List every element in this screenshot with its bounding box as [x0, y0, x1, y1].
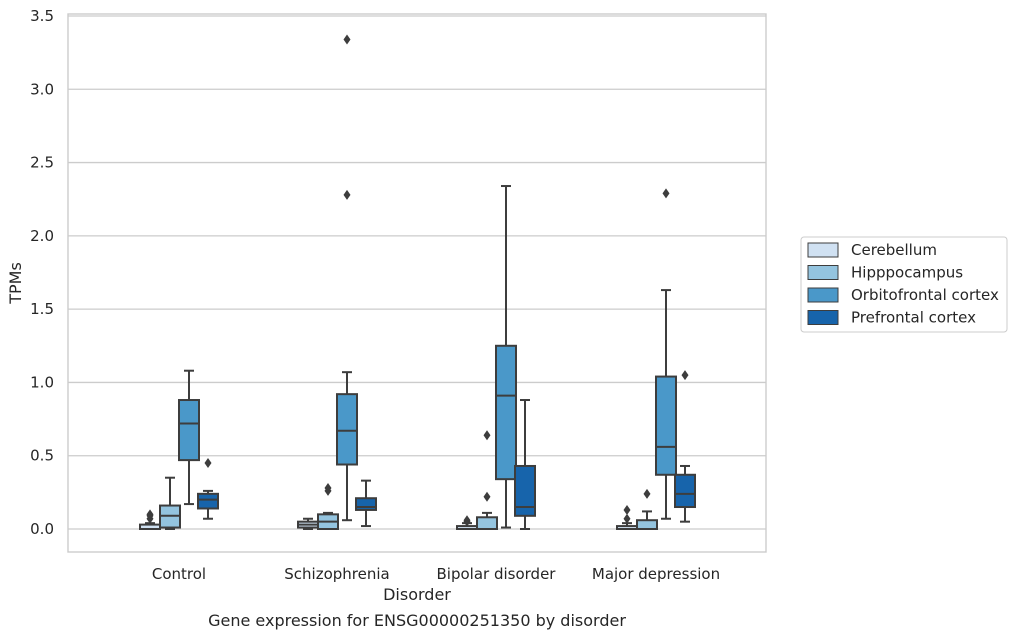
- box-iqr: [197, 492, 219, 510]
- outlier-point: [643, 488, 651, 499]
- box-iqr: [514, 464, 536, 517]
- box-plot: [336, 34, 358, 522]
- y-tick-label: 3.0: [30, 80, 54, 98]
- outlier-point: [623, 513, 631, 524]
- legend: Cerebellum Hipppocampus Orbitofrontal cort…: [800, 236, 1008, 333]
- box-plot: [159, 476, 181, 530]
- outlier-point: [324, 482, 332, 493]
- legend-frame: [800, 236, 1008, 333]
- x-tick-label: Major depression: [592, 565, 720, 583]
- box-iqr: [336, 393, 358, 466]
- y-tick-label: 0.0: [30, 520, 54, 538]
- outlier-point: [483, 430, 491, 441]
- y-tick-label: 3.5: [30, 7, 54, 25]
- box-plot: [495, 185, 517, 529]
- y-axis-title: TPMs: [6, 262, 25, 305]
- legend-swatch: [807, 287, 839, 303]
- chart-caption: Gene expression for ENSG00000251350 by d…: [208, 611, 626, 630]
- outlier-point: [483, 491, 491, 502]
- box-plot: [674, 370, 696, 523]
- outlier-point: [204, 458, 212, 469]
- box-plot: [197, 458, 219, 520]
- outlier-point: [623, 504, 631, 515]
- y-tick-label: 0.5: [30, 447, 54, 465]
- legend-label: Orbitofrontal cortex: [851, 286, 999, 304]
- box-plot: [317, 482, 339, 530]
- box-iqr: [636, 519, 658, 530]
- box-iqr: [674, 473, 696, 509]
- box-plot: [178, 369, 200, 506]
- plot-boxes: [139, 34, 696, 531]
- box-plot: [636, 488, 658, 530]
- legend-label: Prefrontal cortex: [851, 309, 976, 327]
- outlier-point: [343, 189, 351, 200]
- box-iqr: [655, 375, 677, 476]
- box-plot: [655, 188, 677, 520]
- box-iqr: [178, 399, 200, 462]
- y-tick-label: 1.0: [30, 373, 54, 391]
- y-axis-ticks: 0.0 0.5 1.0 1.5 2.0 2.5 3.0 3.5: [30, 7, 54, 538]
- y-tick-label: 1.5: [30, 300, 54, 318]
- box-plot: [476, 430, 498, 531]
- box-iqr: [476, 516, 498, 531]
- y-tick-label: 2.0: [30, 227, 54, 245]
- box-plot: [139, 509, 161, 530]
- legend-swatch: [807, 265, 839, 280]
- box-iqr: [495, 344, 517, 481]
- y-tick-label: 2.5: [30, 154, 54, 172]
- legend-swatch: [807, 242, 839, 258]
- outlier-point: [681, 370, 689, 381]
- x-axis-title: Disorder: [383, 585, 451, 604]
- outlier-point: [146, 509, 154, 520]
- x-tick-label: Bipolar disorder: [437, 565, 557, 583]
- outlier-point: [463, 515, 471, 526]
- outlier-point: [343, 34, 351, 45]
- plot-frame: [67, 13, 767, 553]
- x-tick-label: Schizophrenia: [284, 565, 389, 583]
- box-plot: [514, 399, 536, 530]
- box-iqr: [355, 497, 377, 511]
- legend-swatch: [807, 310, 839, 325]
- x-tick-label: Control: [152, 565, 206, 583]
- legend-label: Cerebellum: [851, 241, 937, 259]
- x-axis-ticks: Control Schizophrenia Bipolar disorder Majo…: [152, 565, 720, 583]
- outlier-point: [662, 188, 670, 199]
- box-plot: [355, 479, 377, 528]
- legend-label: Hipppocampus: [851, 264, 963, 282]
